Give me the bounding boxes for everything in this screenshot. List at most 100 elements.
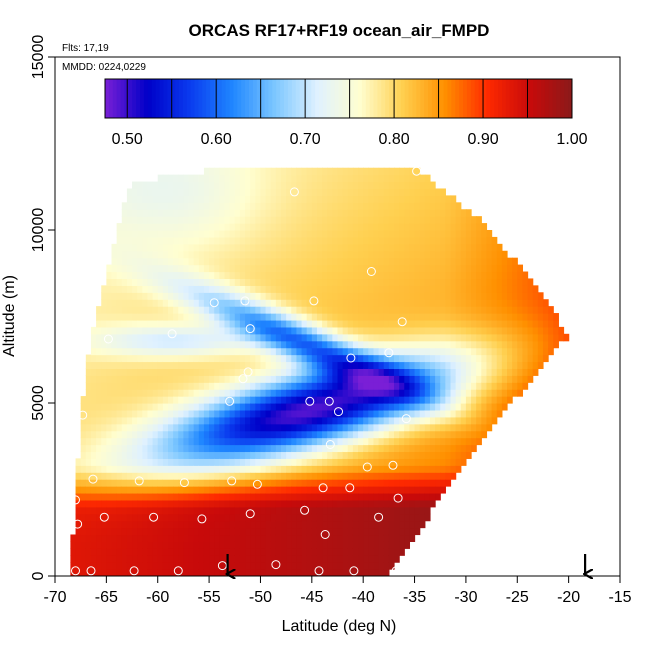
heatmap-cell-4229 bbox=[481, 333, 488, 342]
heatmap-cell-1019 bbox=[178, 223, 185, 231]
heatmap-cell-14 bbox=[75, 513, 82, 522]
heatmap-cell-499 bbox=[132, 243, 138, 252]
heatmap-cell-3360 bbox=[383, 319, 390, 328]
heatmap-cell-412 bbox=[126, 458, 133, 466]
heatmap-cell-464 bbox=[132, 486, 138, 494]
heatmap-cell-249 bbox=[111, 527, 118, 536]
heatmap-cell-631 bbox=[147, 513, 154, 522]
heatmap-cell-3196 bbox=[368, 230, 375, 238]
heatmap-cell-1387 bbox=[214, 499, 220, 508]
heatmap-cell-2122 bbox=[275, 313, 282, 321]
heatmap-cell-1215 bbox=[198, 472, 205, 480]
heatmap-cell-2426 bbox=[301, 250, 308, 259]
heatmap-cell-1989 bbox=[265, 416, 272, 425]
heatmap-cell-16 bbox=[75, 499, 82, 508]
heatmap-cell-2659 bbox=[322, 271, 328, 280]
heatmap-cell-170 bbox=[101, 472, 107, 480]
heatmap-cell-4383 bbox=[512, 306, 518, 314]
heatmap-cell-4375 bbox=[512, 361, 518, 369]
heatmap-cell-3980 bbox=[445, 292, 452, 300]
heatmap-cell-3328 bbox=[383, 541, 390, 549]
heatmap-cell-2040 bbox=[270, 472, 277, 480]
heatmap-cell-2109 bbox=[275, 403, 282, 411]
colorbar-segment-65 bbox=[357, 79, 363, 118]
heatmap-cell-4321 bbox=[496, 278, 503, 286]
heatmap-cell-3560 bbox=[404, 499, 411, 508]
heatmap-cell-2194 bbox=[281, 223, 287, 231]
heatmap-cell-477 bbox=[132, 396, 138, 404]
heatmap-cell-4182 bbox=[476, 437, 482, 446]
heatmap-cell-32 bbox=[80, 506, 87, 515]
heatmap-cell-4364 bbox=[507, 299, 513, 307]
heatmap-cell-373 bbox=[121, 354, 128, 363]
heatmap-cell-1825 bbox=[250, 326, 256, 335]
heatmap-cell-4481 bbox=[548, 306, 554, 314]
heatmap-cell-4267 bbox=[486, 278, 493, 286]
heatmap-cell-2672 bbox=[322, 181, 328, 190]
heatmap-cell-2348 bbox=[296, 382, 303, 390]
heatmap-cell-1428 bbox=[214, 216, 220, 224]
heatmap-cell-2338 bbox=[296, 451, 303, 459]
heatmap-cell-1429 bbox=[214, 209, 220, 217]
heatmap-cell-3124 bbox=[363, 319, 369, 328]
heatmap-cell-2930 bbox=[347, 437, 354, 446]
heatmap-cell-3594 bbox=[404, 264, 411, 273]
heatmap-cell-221 bbox=[106, 409, 113, 418]
heatmap-cell-3379 bbox=[383, 188, 390, 196]
heatmap-cell-3882 bbox=[435, 368, 441, 376]
heatmap-cell-3294 bbox=[378, 368, 385, 376]
heatmap-cell-1603 bbox=[229, 230, 236, 238]
heatmap-cell-1032 bbox=[183, 534, 190, 542]
heatmap-cell-3960 bbox=[445, 430, 452, 439]
heatmap-cell-682 bbox=[152, 555, 159, 563]
heatmap-cell-4007 bbox=[450, 389, 457, 397]
heatmap-cell-1307 bbox=[203, 236, 210, 245]
heatmap-cell-898 bbox=[168, 257, 174, 266]
heatmap-cell-3516 bbox=[399, 423, 405, 432]
heatmap-cell-1518 bbox=[224, 409, 231, 418]
heatmap-cell-3288 bbox=[378, 409, 385, 418]
heatmap-cell-317 bbox=[116, 389, 123, 397]
heatmap-cell-1936 bbox=[260, 375, 267, 383]
heatmap-cell-1862 bbox=[255, 479, 262, 487]
heatmap-cell-4017 bbox=[450, 319, 457, 328]
heatmap-cell-880 bbox=[168, 382, 174, 390]
heatmap-cell-1411 bbox=[214, 333, 220, 342]
heatmap-cell-84 bbox=[90, 548, 97, 556]
heatmap-cell-793 bbox=[157, 181, 164, 190]
heatmap-cell-1459 bbox=[219, 409, 226, 418]
heatmap-cell-4230 bbox=[481, 326, 488, 335]
heatmap-cell-683 bbox=[152, 548, 159, 556]
heatmap-cell-3612 bbox=[409, 513, 416, 522]
heatmap-cell-3375 bbox=[383, 216, 390, 224]
heatmap-cell-1440 bbox=[219, 541, 226, 549]
heatmap-cell-3341 bbox=[383, 451, 390, 459]
heatmap-cell-1759 bbox=[245, 375, 251, 383]
heatmap-cell-363 bbox=[121, 423, 128, 432]
heatmap-cell-100 bbox=[90, 437, 97, 446]
heatmap-cell-520 bbox=[137, 492, 143, 501]
colorbar-segment-76 bbox=[400, 79, 406, 118]
heatmap-cell-3094 bbox=[363, 527, 369, 536]
heatmap-cell-2244 bbox=[286, 285, 292, 293]
heatmap-cell-3369 bbox=[383, 257, 390, 266]
heatmap-cell-4251 bbox=[486, 389, 493, 397]
heatmap-cell-2161 bbox=[281, 451, 287, 459]
heatmap-cell-1132 bbox=[188, 243, 195, 252]
heatmap-cell-3732 bbox=[419, 409, 426, 418]
heatmap-cell-3761 bbox=[419, 209, 426, 217]
heatmap-cell-3219 bbox=[373, 479, 380, 487]
heatmap-cell-2874 bbox=[342, 416, 349, 425]
heatmap-cell-1090 bbox=[188, 534, 195, 542]
heatmap-cell-3533 bbox=[399, 306, 405, 314]
heatmap-cell-267 bbox=[111, 403, 118, 411]
heatmap-cell-1768 bbox=[245, 313, 251, 321]
heatmap-cell-2627 bbox=[322, 492, 328, 501]
heatmap-cell-2931 bbox=[347, 430, 354, 439]
heatmap-cell-1821 bbox=[250, 354, 256, 363]
heatmap-cell-3035 bbox=[358, 527, 364, 536]
colorbar-segment-43 bbox=[272, 79, 277, 118]
heatmap-cell-1238 bbox=[198, 313, 205, 321]
heatmap-cell-2214 bbox=[286, 492, 292, 501]
heatmap-cell-398 bbox=[126, 555, 133, 563]
